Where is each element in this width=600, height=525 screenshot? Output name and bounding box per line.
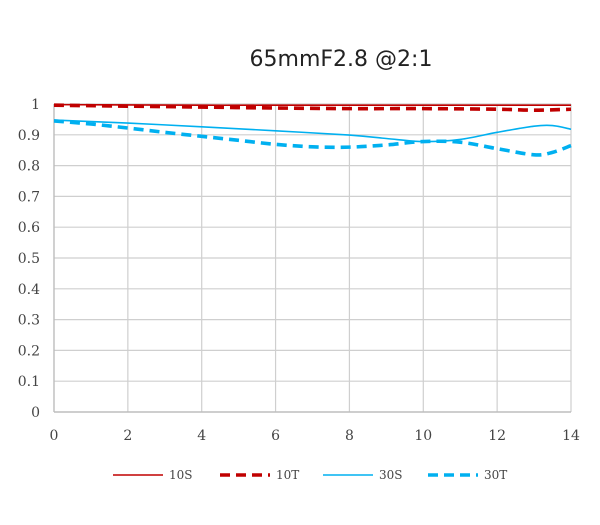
grid-lines <box>54 103 572 412</box>
legend-label-30t: 30T <box>484 468 507 482</box>
x-tick-label: 8 <box>345 428 354 444</box>
x-tick-label: 12 <box>488 428 506 444</box>
y-tick-label: 0.3 <box>18 313 40 329</box>
y-tick-label: 0.6 <box>18 220 40 236</box>
data-series <box>53 103 572 157</box>
y-tick-label: 0.1 <box>18 374 40 390</box>
chart-title: 65mmF2.8 @2:1 <box>250 47 433 72</box>
legend-label-30s: 30S <box>379 468 403 482</box>
legend: 10S 10T 30S 30T <box>113 468 507 482</box>
y-tick-label: 0.7 <box>18 189 40 205</box>
y-tick-label: 0.2 <box>18 343 40 359</box>
legend-label-10s: 10S <box>169 468 193 482</box>
series-line-30s <box>53 119 572 143</box>
y-tick-label: 1 <box>31 97 40 113</box>
series-line-30t <box>53 119 572 157</box>
legend-label-10t: 10T <box>276 468 299 482</box>
x-tick-label: 10 <box>414 428 432 444</box>
y-tick-label: 0.8 <box>18 159 40 175</box>
axes: 00.10.20.30.40.50.60.70.80.910 2 4 6 8 10 12 14 <box>18 97 580 444</box>
series-line-10s <box>53 103 571 107</box>
x-tick-label: 2 <box>123 428 132 444</box>
x-tick-label: 6 <box>271 428 280 444</box>
y-tick-label: 0.4 <box>18 282 40 298</box>
x-tick-label: 14 <box>562 428 580 444</box>
series-line-10t <box>53 103 572 112</box>
y-tick-label: 0 <box>31 405 40 421</box>
y-tick-label: 0.5 <box>18 251 40 267</box>
x-tick-label: 4 <box>197 428 206 444</box>
y-tick-label: 0.9 <box>18 128 40 144</box>
x-tick-label: 0 <box>50 428 59 444</box>
